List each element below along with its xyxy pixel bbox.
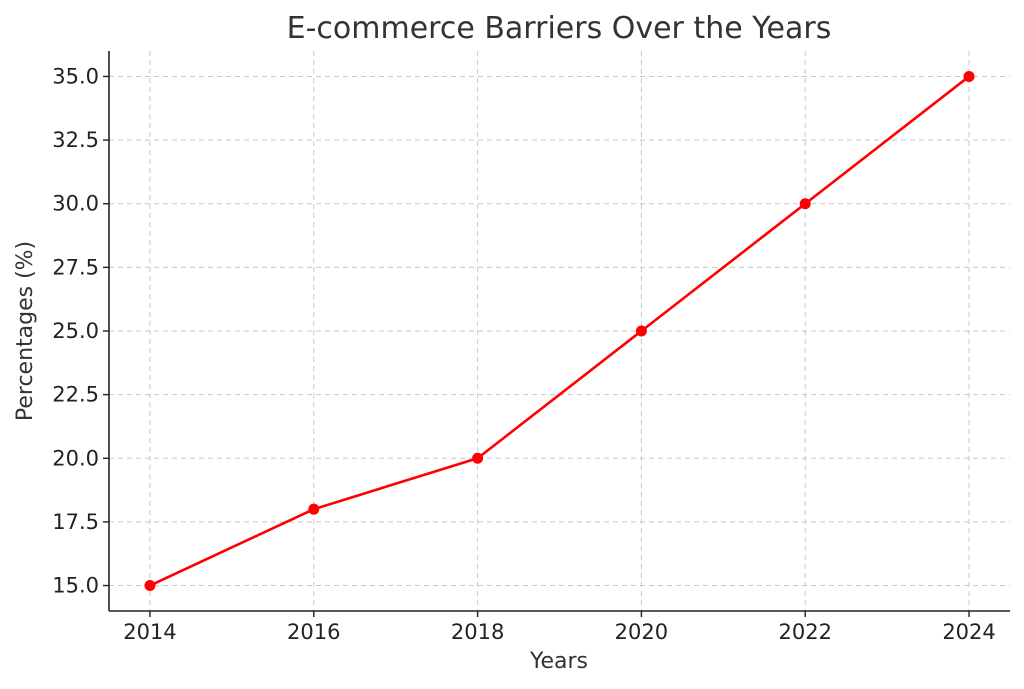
y-tick-label: 35.0 [52,64,99,88]
data-point [799,198,811,210]
data-point [635,325,647,337]
y-tick-label: 27.5 [52,255,99,279]
data-point [308,503,320,515]
x-tick-label: 2022 [779,620,832,644]
y-axis-label: Percentages (%) [13,241,38,421]
y-tick-label: 25.0 [52,319,99,343]
x-tick-label: 2024 [942,620,995,644]
y-tick-label: 22.5 [52,383,99,407]
ticks: 2014 2016 2018 2020 2022 2024 15.0 17.5 20.0 22.5… [52,64,996,644]
y-tick-label: 20.0 [52,446,99,470]
data-point [144,580,156,592]
grid [109,51,1010,611]
chart-title: E-commerce Barriers Over the Years [287,11,832,46]
y-tick-label: 32.5 [52,128,99,152]
x-tick-label: 2018 [451,620,504,644]
data-point [472,452,484,464]
x-tick-label: 2014 [123,620,176,644]
series-line [148,75,971,587]
data-point [963,70,975,82]
y-tick-label: 15.0 [52,574,99,598]
y-tick-label: 30.0 [52,192,99,216]
x-tick-label: 2020 [615,620,668,644]
y-tick-label: 17.5 [52,510,99,534]
x-tick-label: 2016 [287,620,340,644]
series [144,70,975,592]
x-axis-label: Years [529,649,588,674]
